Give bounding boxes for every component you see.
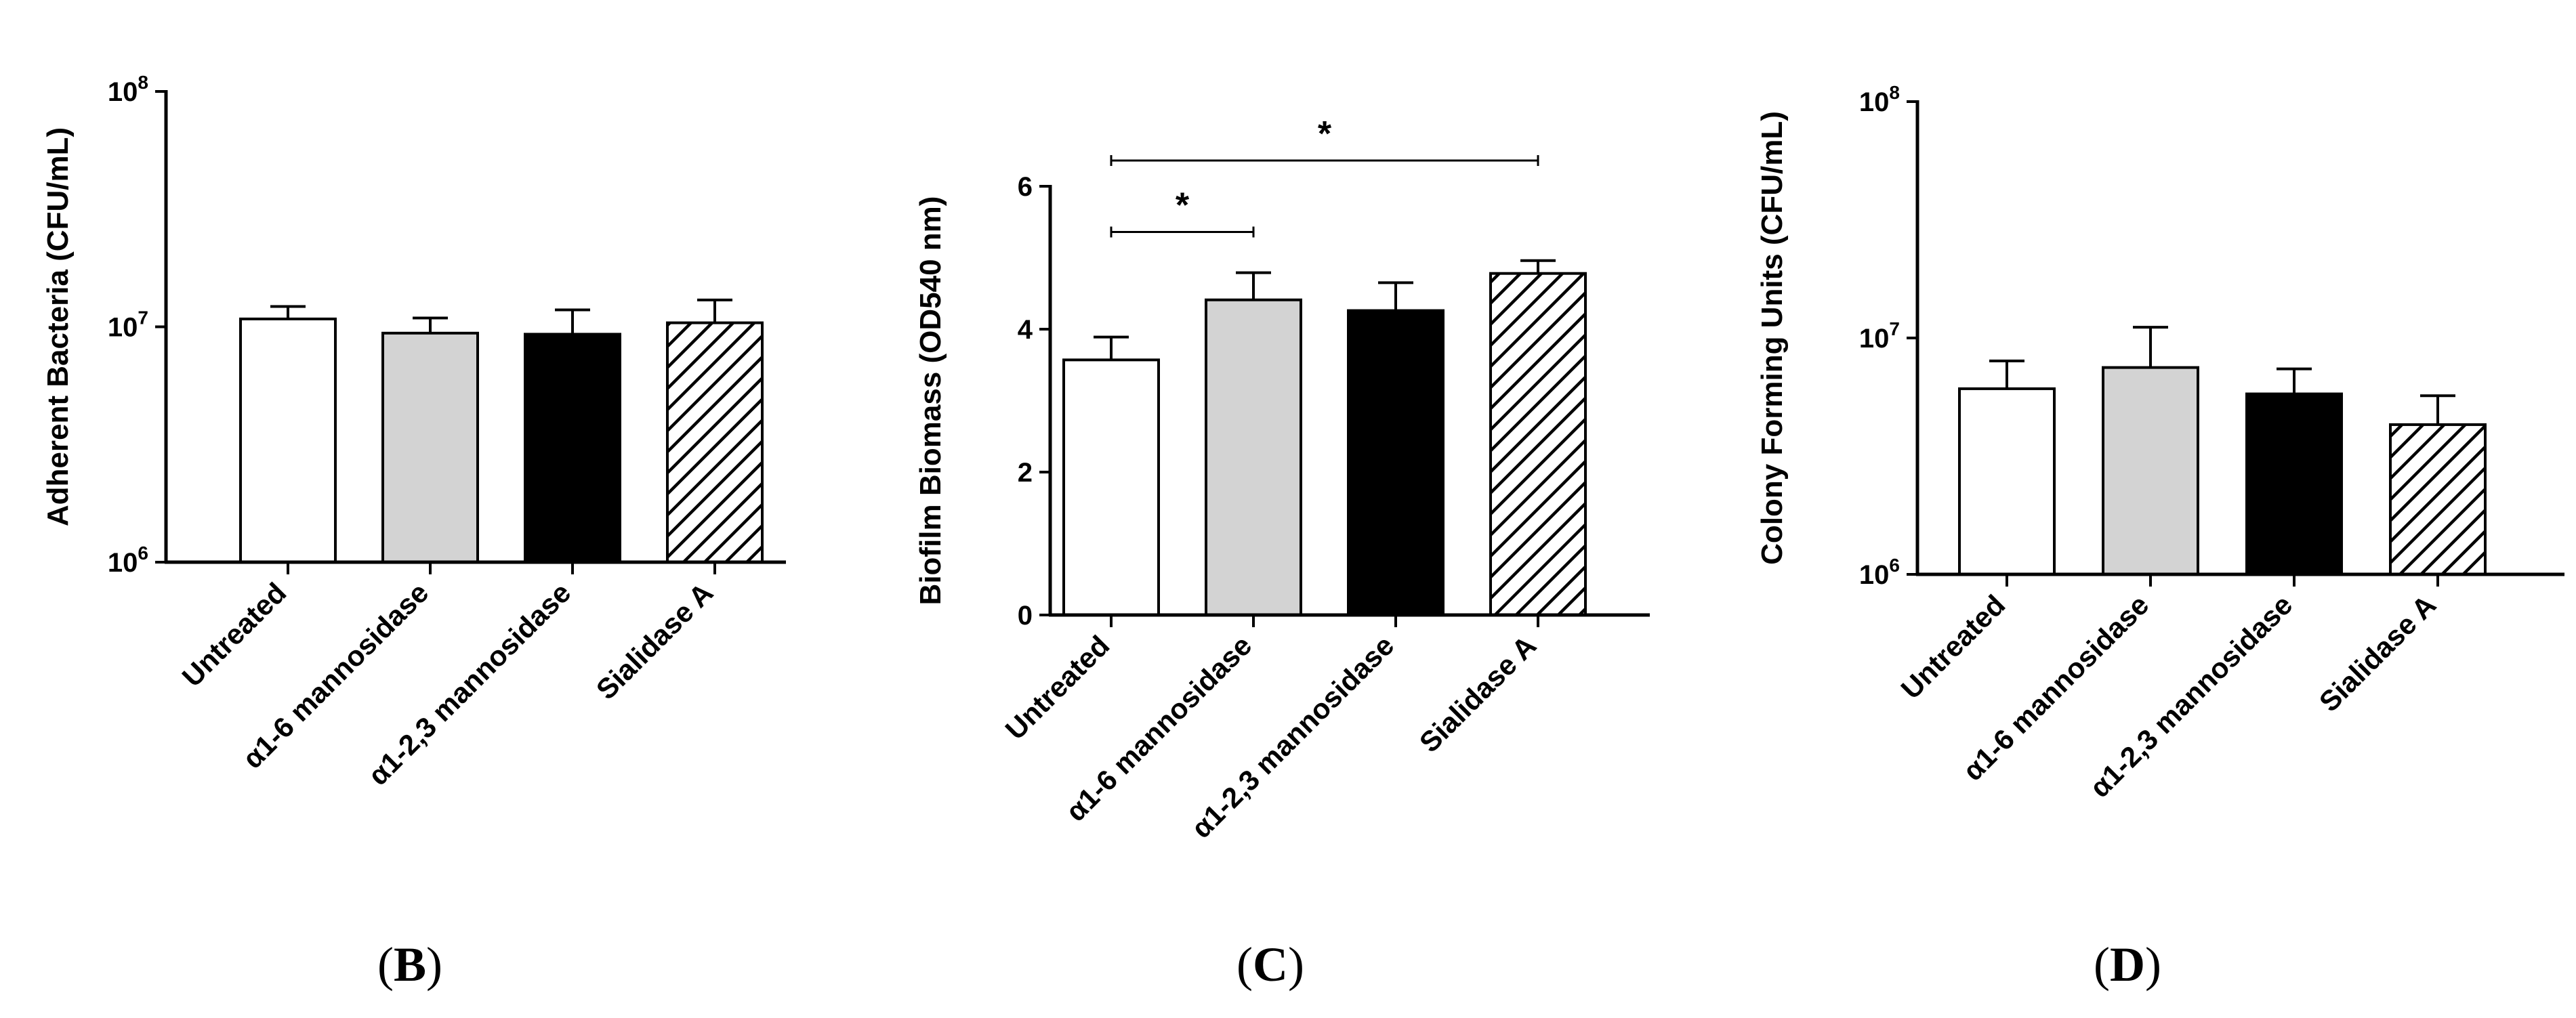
panel-label-b: (B) xyxy=(377,937,442,992)
y-tick-label: 108 xyxy=(1859,82,1900,117)
x-tick-label: Untreated xyxy=(1895,589,2012,705)
x-tick-label: Untreated xyxy=(999,629,1116,746)
panel-label-c: (C) xyxy=(1237,937,1304,992)
y-tick-label: 0 xyxy=(1018,601,1033,631)
significance-star: * xyxy=(1176,186,1190,226)
x-tick-label: Sialidase A xyxy=(1413,629,1543,759)
y-tick-label: 107 xyxy=(1859,318,1900,354)
bar xyxy=(1489,272,1587,616)
y-axis-title: Biofilm Biomass (OD540 nm) xyxy=(914,196,947,606)
y-tick-label: 6 xyxy=(1018,172,1033,202)
bar xyxy=(1062,358,1160,616)
y-tick-label: 2 xyxy=(1018,458,1033,488)
bar xyxy=(666,321,764,564)
bar xyxy=(1205,298,1302,616)
bar xyxy=(239,317,337,564)
panel-label-d: (D) xyxy=(2094,937,2161,992)
bar xyxy=(381,331,479,564)
bar xyxy=(1347,309,1445,616)
bar xyxy=(2102,366,2199,576)
significance-star: * xyxy=(1318,114,1332,154)
y-tick-label: 4 xyxy=(1018,315,1033,345)
x-tick-label: Sialidase A xyxy=(2313,589,2443,718)
y-tick-label: 108 xyxy=(108,72,148,107)
y-tick-label: 106 xyxy=(108,543,148,578)
bar xyxy=(2389,423,2487,576)
y-axis-title: Adherent Bacteria (CFU/mL) xyxy=(41,127,75,526)
x-tick-label: Sialidase A xyxy=(590,576,720,706)
y-axis-title: Colony Forming Units (CFU/mL) xyxy=(1756,111,1789,565)
y-tick-label: 107 xyxy=(108,307,148,343)
x-tick-label: Untreated xyxy=(176,576,293,693)
y-tick-label: 106 xyxy=(1859,555,1900,590)
bar xyxy=(1958,387,2056,576)
bar xyxy=(524,333,621,564)
bar xyxy=(2245,392,2343,576)
